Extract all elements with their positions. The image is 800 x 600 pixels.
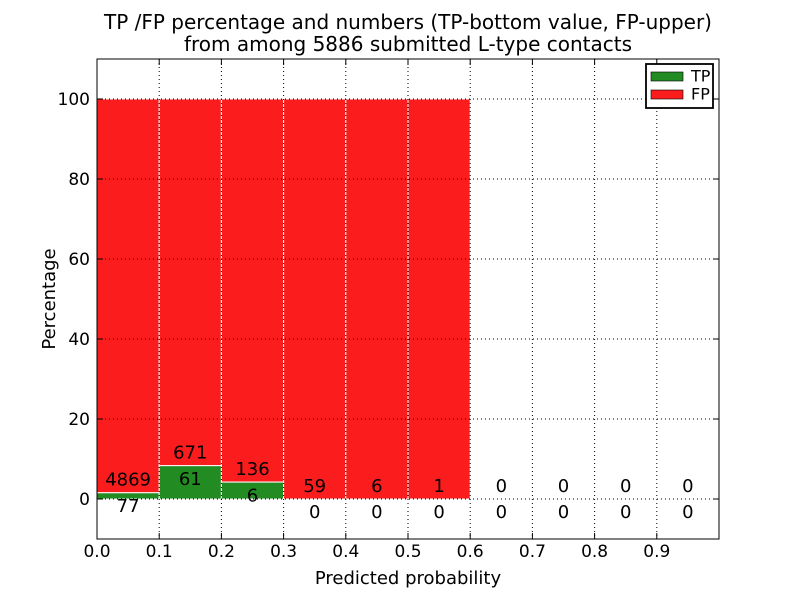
y-tick-label: 20 — [68, 410, 90, 430]
fp-count-label: 0 — [620, 476, 631, 497]
bar-fp-segment — [96, 98, 160, 494]
legend-box — [645, 63, 714, 109]
legend-swatch-tp — [650, 71, 684, 82]
fp-count-label: 1 — [433, 476, 444, 497]
y-tick-label: 100 — [58, 90, 90, 110]
tp-count-label: 0 — [620, 502, 631, 523]
y-axis-label: Percentage — [39, 248, 60, 349]
fp-count-label: 59 — [303, 476, 326, 497]
fp-count-label: 671 — [173, 442, 207, 463]
bars-layer — [96, 98, 471, 500]
x-tick-label: 0.1 — [146, 542, 173, 562]
tp-count-label: 0 — [682, 502, 693, 523]
fp-count-label: 136 — [235, 459, 269, 480]
bar-fp-segment — [220, 98, 285, 483]
x-tick-label: 0.8 — [581, 542, 608, 562]
y-tick-label: 60 — [68, 250, 90, 270]
x-axis-label: Predicted probability — [315, 568, 502, 589]
x-tick-label: 0.0 — [83, 542, 110, 562]
chart-title-line2: from among 5886 submitted L-type contact… — [184, 32, 632, 56]
fp-count-label: 0 — [558, 476, 569, 497]
tp-count-label: 6 — [247, 485, 258, 506]
x-tick-label: 0.2 — [208, 542, 235, 562]
y-tick-label: 40 — [68, 330, 90, 350]
chart-title-line1: TP /FP percentage and numbers (TP-bottom… — [103, 10, 712, 34]
legend-label-fp: FP — [691, 85, 710, 104]
bar-fp-segment — [283, 98, 347, 500]
x-tick-label: 0.6 — [457, 542, 484, 562]
tp-count-label: 0 — [371, 502, 382, 523]
tp-count-label: 77 — [117, 496, 140, 517]
fp-count-label: 0 — [496, 476, 507, 497]
bar-tp-segment — [158, 465, 222, 500]
legend-swatch-fp — [650, 89, 684, 100]
x-tick-label: 0.5 — [394, 542, 421, 562]
tp-count-label: 0 — [433, 502, 444, 523]
fp-count-label: 0 — [682, 476, 693, 497]
gridlines-layer — [97, 59, 719, 539]
x-tick-label: 0.4 — [332, 542, 359, 562]
tp-count-label: 0 — [558, 502, 569, 523]
bar-fp-segment — [345, 98, 409, 500]
y-tick-label: 80 — [68, 170, 90, 190]
tp-count-label: 0 — [496, 502, 507, 523]
x-tick-label: 0.9 — [643, 542, 670, 562]
tick-labels-layer: 0.0 0.1 0.2 0.3 0.4 0.5 0.6 0.7 0.8 0.90204060801… — [58, 90, 671, 562]
fp-count-label: 4869 — [105, 470, 151, 491]
x-tick-label: 0.3 — [270, 542, 297, 562]
y-tick-label: 0 — [79, 490, 90, 510]
legend-label-tp: TP — [690, 67, 711, 86]
tp-count-label: 0 — [309, 502, 320, 523]
x-tick-label: 0.7 — [519, 542, 546, 562]
tp-count-label: 61 — [179, 469, 202, 490]
bar-fp-segment — [158, 98, 222, 467]
bar-count-labels-layer: 4869 77 671 61 136 6 59 0 6 0 1 0 0 0 0 0 0 0 0 0 — [105, 442, 693, 523]
fp-count-label: 6 — [371, 476, 382, 497]
bar-fp-segment — [407, 98, 471, 500]
